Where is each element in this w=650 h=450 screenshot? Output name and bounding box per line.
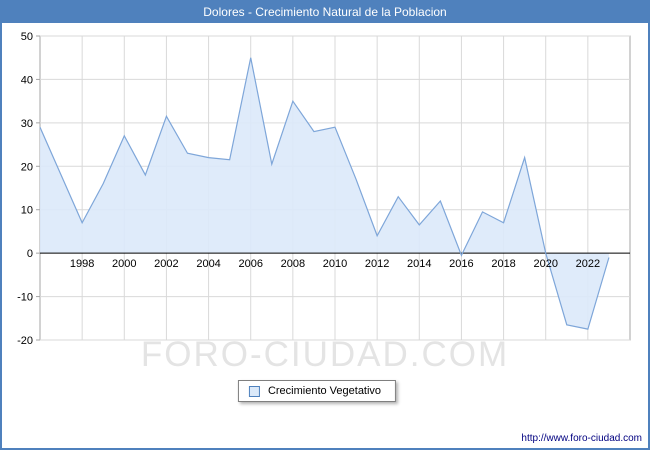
- x-tick-label: 1998: [70, 258, 94, 270]
- x-tick-label: 2002: [154, 258, 178, 270]
- x-tick-label: 2012: [365, 258, 389, 270]
- line-series: [39, 57, 610, 330]
- area-series: [40, 57, 609, 330]
- legend-label: Crecimiento Vegetativo: [267, 385, 382, 397]
- x-tick-label: 2018: [491, 258, 515, 270]
- x-tick-label: 2020: [533, 258, 557, 270]
- x-tick-label: 2000: [112, 258, 136, 270]
- legend: Crecimiento Vegetativo: [237, 380, 397, 402]
- x-tick-label: 2010: [323, 258, 347, 270]
- x-tick-label: 2004: [196, 258, 220, 270]
- y-tick-label: -20: [17, 335, 33, 347]
- x-tick-label: 2006: [238, 258, 262, 270]
- y-tick-label: 20: [21, 161, 33, 173]
- legend-swatch: [248, 385, 260, 397]
- y-tick-label: 40: [21, 74, 33, 86]
- x-tick-label: 2008: [281, 258, 305, 270]
- x-tick-label: 2016: [449, 258, 473, 270]
- y-tick-label: 30: [21, 118, 33, 130]
- x-tick-label: 2022: [576, 258, 600, 270]
- x-tick-label: 2014: [407, 258, 431, 270]
- footer-url[interactable]: http://www.foro-ciudad.com: [521, 433, 642, 444]
- y-tick-label: 10: [21, 205, 33, 217]
- chart-title: Dolores - Crecimiento Natural de la Pobl…: [2, 2, 648, 23]
- y-tick-label: 50: [21, 31, 33, 43]
- y-tick-label: 0: [27, 248, 33, 260]
- y-tick-label: -10: [17, 292, 33, 304]
